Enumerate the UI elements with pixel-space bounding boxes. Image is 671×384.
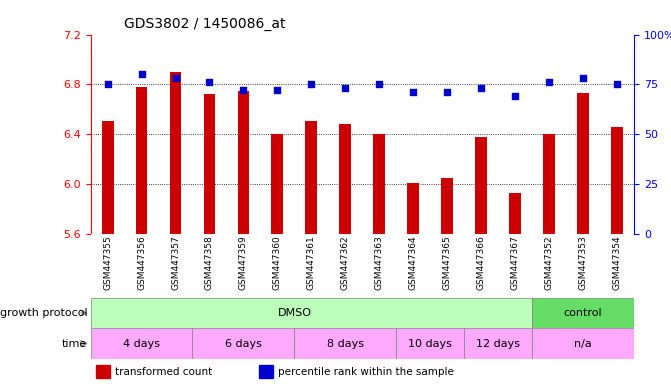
Text: GSM447361: GSM447361	[307, 235, 316, 290]
Point	[544, 79, 554, 86]
Bar	[295, 328, 397, 359]
Bar	[532, 298, 634, 328]
Bar	[577, 93, 589, 234]
Bar	[340, 124, 352, 234]
Text: percentile rank within the sample: percentile rank within the sample	[278, 366, 454, 377]
Bar	[91, 298, 532, 328]
Text: 10 days: 10 days	[409, 339, 452, 349]
Bar	[397, 328, 464, 359]
Bar	[407, 183, 419, 234]
Text: GSM447356: GSM447356	[137, 235, 146, 290]
Point	[170, 75, 181, 81]
Text: GSM447353: GSM447353	[578, 235, 588, 290]
Text: GSM447358: GSM447358	[205, 235, 214, 290]
Text: GSM447362: GSM447362	[341, 235, 350, 290]
Bar	[544, 134, 555, 234]
Text: GSM447367: GSM447367	[511, 235, 520, 290]
Text: n/a: n/a	[574, 339, 592, 349]
Bar	[464, 328, 532, 359]
Bar	[136, 87, 148, 234]
Text: GSM447360: GSM447360	[273, 235, 282, 290]
Text: GSM447359: GSM447359	[239, 235, 248, 290]
Text: 6 days: 6 days	[225, 339, 262, 349]
Bar	[509, 193, 521, 234]
Text: 12 days: 12 days	[476, 339, 520, 349]
Bar	[532, 328, 634, 359]
Point	[374, 81, 384, 88]
Point	[204, 79, 215, 86]
Point	[442, 89, 453, 96]
Bar	[91, 328, 193, 359]
Text: GSM447352: GSM447352	[545, 235, 554, 290]
Bar	[238, 91, 250, 234]
Text: transformed count: transformed count	[115, 366, 212, 377]
Text: 4 days: 4 days	[123, 339, 160, 349]
Bar	[96, 365, 109, 378]
Text: GSM447363: GSM447363	[375, 235, 384, 290]
Bar	[272, 134, 283, 234]
Bar	[475, 137, 487, 234]
Bar	[259, 365, 272, 378]
Text: GDS3802 / 1450086_at: GDS3802 / 1450086_at	[124, 17, 286, 31]
Point	[510, 93, 521, 99]
Point	[578, 75, 588, 81]
Point	[306, 81, 317, 88]
Bar	[170, 72, 181, 234]
Point	[102, 81, 113, 88]
Bar	[101, 121, 113, 234]
Point	[238, 88, 249, 94]
Bar	[203, 94, 215, 234]
Point	[340, 85, 351, 91]
Text: GSM447355: GSM447355	[103, 235, 112, 290]
Text: time: time	[62, 339, 87, 349]
Text: GSM447366: GSM447366	[476, 235, 486, 290]
Point	[476, 85, 486, 91]
Text: GSM447354: GSM447354	[613, 235, 621, 290]
Bar	[193, 328, 295, 359]
Bar	[305, 121, 317, 234]
Bar	[611, 127, 623, 234]
Text: DMSO: DMSO	[277, 308, 311, 318]
Text: control: control	[564, 308, 603, 318]
Text: growth protocol: growth protocol	[0, 308, 87, 318]
Point	[408, 89, 419, 96]
Text: 8 days: 8 days	[327, 339, 364, 349]
Point	[612, 81, 623, 88]
Text: GSM447357: GSM447357	[171, 235, 180, 290]
Point	[136, 71, 147, 78]
Bar	[442, 178, 453, 234]
Text: GSM447365: GSM447365	[443, 235, 452, 290]
Text: GSM447364: GSM447364	[409, 235, 418, 290]
Point	[272, 88, 282, 94]
Bar	[373, 134, 385, 234]
